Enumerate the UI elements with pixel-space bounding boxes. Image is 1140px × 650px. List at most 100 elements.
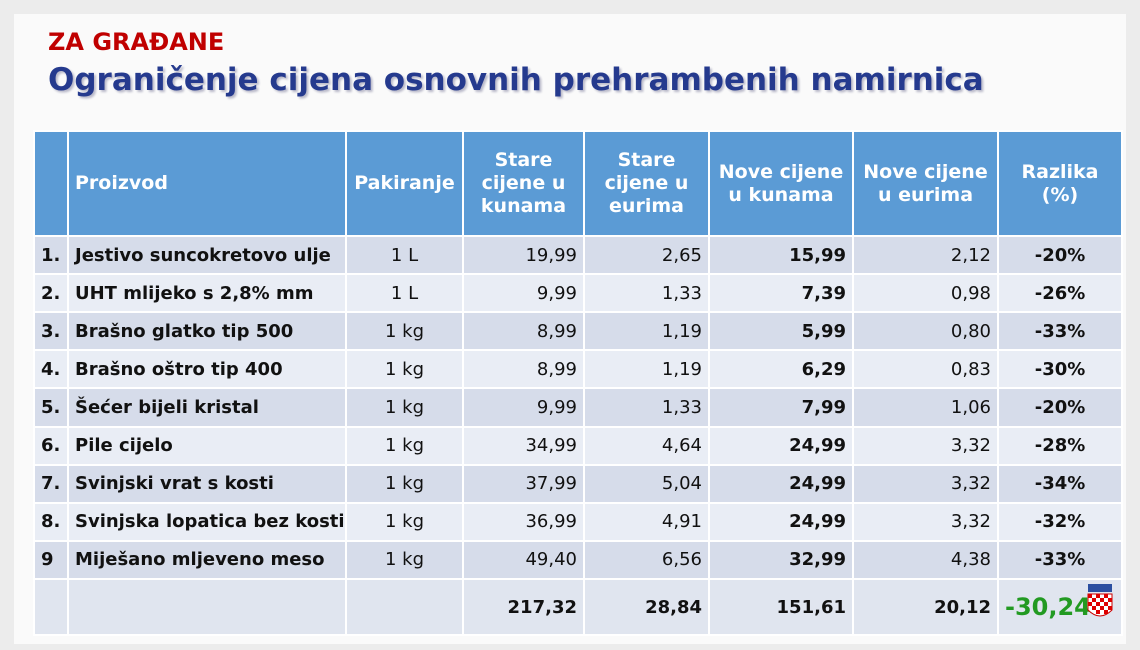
cell: 0,98 <box>852 273 999 314</box>
cell: -20% <box>997 387 1123 428</box>
slide: ZA GRAĐANE Ograničenje cijena osnovnih p… <box>14 14 1126 644</box>
header-row: Proizvod Pakiranje Stare cijene u kunama St… <box>33 130 1123 237</box>
cell: 34,99 <box>462 425 585 466</box>
cell: 8,99 <box>462 311 585 352</box>
cell: 0,80 <box>852 311 999 352</box>
cell: 1 kg <box>345 425 464 466</box>
cell: 8,99 <box>462 349 585 390</box>
cell: 1 kg <box>345 539 464 581</box>
cell: Šećer bijeli kristal <box>67 387 347 428</box>
cell: 7. <box>33 463 69 504</box>
cell: -32% <box>997 501 1123 542</box>
cell: 15,99 <box>708 234 854 276</box>
table-row: 6. Pile cijelo 1 kg 34,99 4,64 24,99 3,32 -28% <box>33 425 1123 466</box>
cell: 1,33 <box>583 387 710 428</box>
cell: 0,83 <box>852 349 999 390</box>
cell: Pile cijelo <box>67 425 347 466</box>
column-header: Pakiranje <box>345 130 464 237</box>
cell: 8. <box>33 501 69 542</box>
cell: 3,32 <box>852 501 999 542</box>
table-row: 7. Svinjski vrat s kosti 1 kg 37,99 5,04 24,9… <box>33 463 1123 504</box>
cell: 24,99 <box>708 425 854 466</box>
cell: 9 <box>33 539 69 581</box>
cell: 4,38 <box>852 539 999 581</box>
cell: Jestivo suncokretovo ulje <box>67 234 347 276</box>
cell: 1,19 <box>583 349 710 390</box>
total-cell: 151,61 <box>708 578 854 636</box>
croatian-flag-icon <box>1087 584 1113 617</box>
header-cell <box>33 130 69 237</box>
cell: -33% <box>997 539 1123 581</box>
cell: 2. <box>33 273 69 314</box>
cell: 9,99 <box>462 273 585 314</box>
cell: 6,29 <box>708 349 854 390</box>
cell: -33% <box>997 311 1123 352</box>
cell <box>67 578 347 636</box>
cell: 1,19 <box>583 311 710 352</box>
kicker: ZA GRAĐANE <box>48 28 225 56</box>
cell: 5,99 <box>708 311 854 352</box>
cell: Svinjski vrat s kosti <box>67 463 347 504</box>
cell: UHT mlijeko s 2,8% mm <box>67 273 347 314</box>
cell: 1,06 <box>852 387 999 428</box>
cell: Brašno glatko tip 500 <box>67 311 347 352</box>
table-row: 1. Jestivo suncokretovo ulje 1 L 19,99 2,65 1… <box>33 234 1123 276</box>
table-row: 4. Brašno oštro tip 400 1 kg 8,99 1,19 6,29 0,… <box>33 349 1123 390</box>
cell: 24,99 <box>708 463 854 504</box>
table-body: 1. Jestivo suncokretovo ulje 1 L 19,99 2,65 1… <box>33 234 1123 581</box>
table-row: 2. UHT mlijeko s 2,8% mm 1 L 9,99 1,33 7,39 0,… <box>33 273 1123 314</box>
cell: 3. <box>33 311 69 352</box>
totals-row: 217,32 28,84 151,61 20,12 -30,24 <box>33 578 1123 636</box>
cell: 4. <box>33 349 69 390</box>
total-cell: 28,84 <box>583 578 710 636</box>
cell: 1 kg <box>345 349 464 390</box>
cell: 1 L <box>345 273 464 314</box>
cell: 49,40 <box>462 539 585 581</box>
price-table: Proizvod Pakiranje Stare cijene u kunama St… <box>33 130 1123 636</box>
cell: 24,99 <box>708 501 854 542</box>
cell: Brašno oštro tip 400 <box>67 349 347 390</box>
cell: 3,32 <box>852 425 999 466</box>
cell: 2,12 <box>852 234 999 276</box>
table-row: 3. Brašno glatko tip 500 1 kg 8,99 1,19 5,99 0… <box>33 311 1123 352</box>
cell: 1 kg <box>345 387 464 428</box>
cell: 1 kg <box>345 501 464 542</box>
cell: -28% <box>997 425 1123 466</box>
cell: 4,64 <box>583 425 710 466</box>
cell: 36,99 <box>462 501 585 542</box>
table-row: 9 Miješano mljeveno meso 1 kg 49,40 6,56 32,9… <box>33 539 1123 581</box>
cell: 6. <box>33 425 69 466</box>
column-header: Stare cijene u kunama <box>462 130 585 237</box>
cell: 6,56 <box>583 539 710 581</box>
total-cell: 20,12 <box>852 578 999 636</box>
cell: 19,99 <box>462 234 585 276</box>
cell: 9,99 <box>462 387 585 428</box>
cell: -34% <box>997 463 1123 504</box>
slide-title: Ograničenje cijena osnovnih prehrambenih… <box>48 62 984 98</box>
cell: 1 kg <box>345 311 464 352</box>
table-row: 8. Svinjska lopatica bez kosti 1 kg 36,99 4,… <box>33 501 1123 542</box>
cell: -26% <box>997 273 1123 314</box>
cell: 32,99 <box>708 539 854 581</box>
column-header: Nove cijene u eurima <box>852 130 999 237</box>
cell: 5,04 <box>583 463 710 504</box>
column-header: Nove cijene u kunama <box>708 130 854 237</box>
cell: 1. <box>33 234 69 276</box>
cell: Miješano mljeveno meso <box>67 539 347 581</box>
cell: 1 L <box>345 234 464 276</box>
cell: Svinjska lopatica bez kosti <box>67 501 347 542</box>
cell: 3,32 <box>852 463 999 504</box>
cell: 1,33 <box>583 273 710 314</box>
total-cell: 217,32 <box>462 578 585 636</box>
column-header: Razlika (%) <box>997 130 1123 237</box>
cell: 2,65 <box>583 234 710 276</box>
cell: 1 kg <box>345 463 464 504</box>
column-header: Proizvod <box>67 130 347 237</box>
cell: 7,39 <box>708 273 854 314</box>
cell: 5. <box>33 387 69 428</box>
cell: -30% <box>997 349 1123 390</box>
cell: 7,99 <box>708 387 854 428</box>
cell: 4,91 <box>583 501 710 542</box>
cell <box>33 578 69 636</box>
